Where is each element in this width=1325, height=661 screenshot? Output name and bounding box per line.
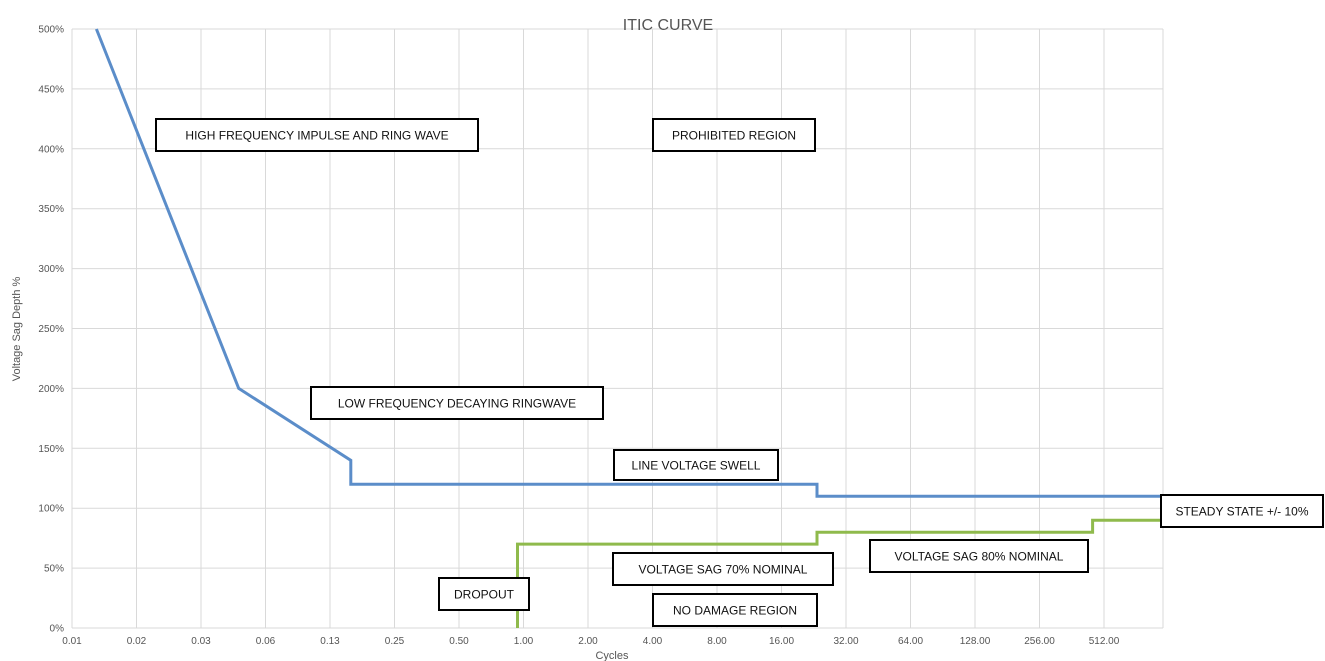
annotation-box [612, 552, 834, 586]
y-axis-ticks: 0% 50% 100% 150% 200% 250% 300% 350% 400% 450% 500… [38, 25, 64, 635]
annotation-label: VOLTAGE SAG 70% NOMINAL [639, 563, 808, 577]
dropout-annotation: DROPOUT [438, 577, 530, 611]
annotation-box [869, 539, 1089, 573]
y-tick-label: 200% [38, 384, 64, 395]
x-tick-label: 8.00 [707, 636, 727, 647]
y-tick-label: 400% [38, 144, 64, 155]
x-tick-label: 0.25 [385, 636, 405, 647]
y-tick-label: 500% [38, 25, 64, 36]
grid-lines [71, 28, 1164, 629]
annotation-label: DROPOUT [454, 588, 515, 602]
lower-tolerance-line [516, 518, 1210, 628]
annotation-label: VOLTAGE SAG 80% NOMINAL [895, 550, 1064, 564]
ringwave-annotation: LOW FREQUENCY DECAYING RINGWAVE [310, 386, 604, 420]
nodamage-annotation: NO DAMAGE REGION [652, 593, 818, 627]
x-tick-label: 0.06 [256, 636, 276, 647]
y-tick-label: 100% [38, 504, 64, 515]
y-tick-label: 50% [44, 564, 64, 575]
sag70-annotation: VOLTAGE SAG 70% NOMINAL [612, 552, 834, 586]
upper-tolerance-line [95, 28, 1210, 498]
y-tick-label: 150% [38, 444, 64, 455]
x-tick-label: 0.50 [449, 636, 469, 647]
x-tick-label: 0.13 [320, 636, 340, 647]
x-axis-title: Cycles [595, 650, 629, 661]
x-tick-label: 128.00 [960, 636, 991, 647]
annotation-box [1160, 494, 1324, 528]
impulse-annotation: HIGH FREQUENCY IMPULSE AND RING WAVE [155, 118, 479, 152]
annotation-label: LOW FREQUENCY DECAYING RINGWAVE [338, 397, 576, 411]
annotation-label: LINE VOLTAGE SWELL [632, 459, 761, 473]
x-tick-label: 4.00 [643, 636, 663, 647]
annotations: HIGH FREQUENCY IMPULSE AND RING WAVE PROH… [155, 118, 1324, 627]
y-tick-label: 450% [38, 84, 64, 95]
annotation-box [613, 449, 779, 481]
x-tick-label: 64.00 [898, 636, 923, 647]
x-tick-label: 0.02 [127, 636, 147, 647]
annotation-box [652, 118, 816, 152]
annotation-box [438, 577, 530, 611]
annotation-box [652, 593, 818, 627]
x-tick-label: 2.00 [578, 636, 598, 647]
x-tick-label: 16.00 [769, 636, 794, 647]
annotation-box [155, 118, 479, 152]
x-axis-ticks: 0.01 0.02 0.03 0.06 0.13 0.25 0.50 1.00 2.00 4.00… [62, 636, 1119, 647]
y-tick-label: 300% [38, 264, 64, 275]
x-tick-label: 0.03 [191, 636, 211, 647]
y-axis-title: Voltage Sag Depth % [11, 276, 23, 381]
steady-annotation: STEADY STATE +/- 10% [1160, 494, 1324, 528]
annotation-label: HIGH FREQUENCY IMPULSE AND RING WAVE [185, 129, 448, 143]
swell-annotation: LINE VOLTAGE SWELL [613, 449, 779, 481]
y-tick-label: 250% [38, 324, 64, 335]
annotation-box [310, 386, 604, 420]
prohibited-annotation: PROHIBITED REGION [652, 118, 816, 152]
chart-title: ITIC CURVE [623, 17, 713, 34]
annotation-label: PROHIBITED REGION [672, 129, 796, 143]
x-tick-label: 256.00 [1024, 636, 1055, 647]
y-tick-label: 350% [38, 204, 64, 215]
series-lines [95, 28, 1210, 628]
x-tick-label: 512.00 [1089, 636, 1120, 647]
annotation-label: NO DAMAGE REGION [673, 604, 797, 618]
x-tick-label: 0.01 [62, 636, 82, 647]
sag80-annotation: VOLTAGE SAG 80% NOMINAL [869, 539, 1089, 573]
x-tick-label: 1.00 [514, 636, 534, 647]
y-tick-label: 0% [50, 624, 65, 635]
x-tick-label: 32.00 [833, 636, 858, 647]
annotation-label: STEADY STATE +/- 10% [1175, 505, 1308, 519]
